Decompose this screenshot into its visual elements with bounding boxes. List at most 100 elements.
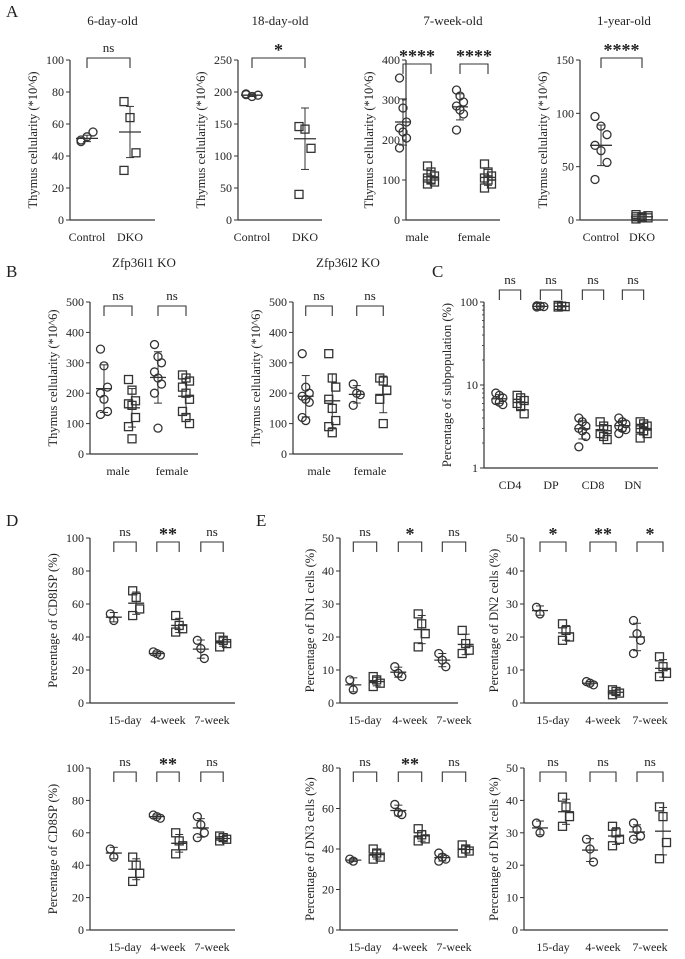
data-point [643,211,653,221]
data-point [557,792,568,802]
data-point [135,868,145,878]
y-tick-label: 0 [512,923,518,937]
significance-bracket [600,57,643,68]
x-tick-label: female [458,230,491,244]
data-point [375,678,385,688]
data-point [99,361,109,371]
significance-label: **** [399,46,435,66]
data-point [614,834,625,844]
y-tick-label: 500 [269,295,287,309]
x-tick-label: female [156,464,189,478]
y-tick-label: 10 [506,891,518,905]
significance-bracket [397,771,423,782]
x-tick-label: DKO [629,230,655,244]
x-tick-label: DKO [292,230,318,244]
y-tick-label: 0 [328,696,334,710]
data-point [590,174,600,185]
y-tick-label: 0 [78,923,84,937]
chart-title: 18-day-old [251,13,309,28]
significance-bracket [539,289,563,300]
data-point [109,615,119,626]
data-point [654,854,665,864]
y-axis-label: Percentage of DN2 cells (%) [487,549,501,693]
data-point [413,836,423,846]
data-point [128,852,138,862]
data-point [131,592,141,603]
data-point [171,849,181,859]
y-tick-label: 300 [269,356,287,370]
data-point [123,374,134,385]
data-point [464,645,474,655]
data-point [451,125,462,135]
significance-bracket [539,771,567,782]
data-point [519,409,529,419]
data-point [368,681,378,692]
significance-bracket [113,541,137,552]
significance-label: ns [587,272,599,287]
y-axis-label: Percentage of CD8SP (%) [46,784,60,914]
data-point [614,688,625,698]
data-point [355,390,365,400]
data-point [628,648,639,659]
data-point [131,148,141,158]
data-point [135,604,145,614]
significance-label: ns [448,524,460,539]
y-tick-label: 40 [52,149,64,163]
data-point [458,97,469,107]
data-point [82,132,92,142]
significance-bracket [539,541,567,552]
panel-label-a: A [6,2,19,21]
x-tick-label: male [106,464,129,478]
data-point [127,385,137,395]
data-point [532,302,542,312]
significance-label: ns [644,754,656,769]
panel-label-c: C [432,262,443,281]
x-tick-label: female [354,464,387,478]
significance-bracket [157,305,187,316]
data-point [451,85,462,95]
data-point [382,385,392,395]
data-point [378,376,388,386]
data-point [123,421,134,432]
y-tick-label: 50 [220,181,232,195]
y-tick-label: 50 [322,531,334,545]
significance-label: ** [159,754,177,774]
significance-label: ns [166,288,178,303]
significance-label: * [406,524,415,544]
data-point [417,619,427,629]
x-tick-label: 15-day [348,713,381,727]
y-tick-label: 100 [46,53,64,67]
x-tick-label: 4-week [585,713,620,727]
y-axis-label: Thymus cellularity (*10^6) [249,309,263,446]
data-point [464,846,474,856]
data-point [153,423,163,433]
chart-6: 0 100 200 300 400 500 Thymus cellularity (*10^… [249,255,403,478]
data-point [596,146,606,156]
chart-4: 0 50 100 150 Thymus cellularity (*10^6) 1-yea… [536,13,668,244]
y-tick-label: 80 [72,564,84,578]
data-point [457,625,467,636]
data-point [247,91,257,102]
data-point [156,379,167,389]
significance-bracket [636,771,664,782]
data-point [149,339,160,350]
y-tick-label: 150 [556,53,574,67]
y-tick-label: 30 [322,597,334,611]
data-point [535,609,545,619]
chart-10: 0 10 20 30 40 50 Percentage of DN2 cells (%) 15… [487,524,672,727]
significance-bracket [356,305,384,316]
data-point [192,635,202,645]
data-point [588,857,599,867]
significance-label: ns [359,754,371,769]
data-point [560,301,570,312]
significance-bracket [441,771,467,782]
data-point [498,399,508,410]
data-point [479,183,490,193]
x-tick-label: 4-week [585,940,620,954]
y-tick-label: 20 [506,858,518,872]
chart-7: 1 10 100 Percentage of subpopulation (%) CD4… [440,272,658,492]
data-point [390,799,400,810]
y-tick-label: 0 [78,696,84,710]
data-point [222,834,232,844]
